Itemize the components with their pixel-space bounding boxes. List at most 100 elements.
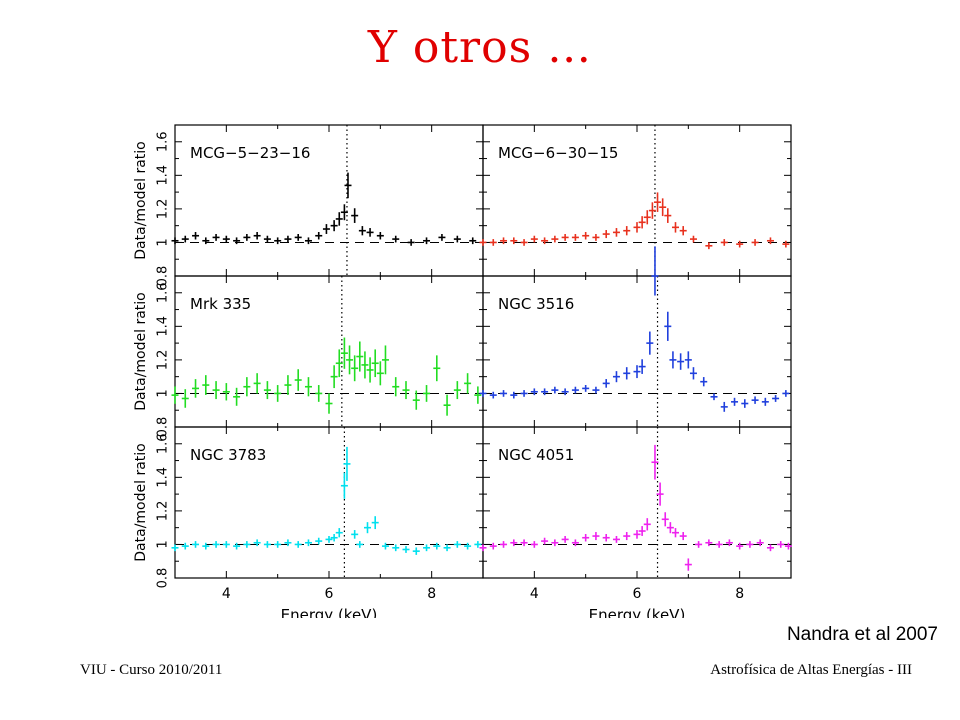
data-point [672,222,679,233]
data-point [510,237,518,245]
data-point [651,246,659,296]
data-point [344,172,352,199]
data-point [392,235,400,243]
data-point [171,544,179,552]
data-point [571,386,579,394]
data-point [561,388,569,396]
data-point [181,542,189,550]
y-tick-label: 1 [156,540,171,548]
data-point [479,544,487,552]
data-point [343,446,351,481]
y-tick-label: 0.8 [156,266,171,287]
data-point [366,357,374,383]
data-point [325,393,333,414]
data-point [340,204,348,221]
data-point [222,235,230,243]
data-point [746,541,754,548]
x-tick-label: 4 [222,586,231,602]
y-axis-label: Data/model ratio [133,292,149,410]
slide-title: Y otros … [367,22,593,73]
data-point [500,541,508,548]
data-point [212,233,220,241]
data-point [304,539,312,547]
data-point [192,379,200,398]
data-point [710,393,718,401]
data-point [551,539,559,547]
data-point [304,377,312,397]
data-point [479,390,487,397]
data-point [679,532,687,541]
data-point [340,472,348,499]
panel-5: NGC 3783 0.8 1 1.2 1.4 1.6 Data/model ratio 4 6 8… [133,426,484,618]
data-point [551,235,559,243]
data-point [171,237,179,245]
data-point [330,220,338,232]
data-point [381,542,389,550]
panel-label: NGC 3783 [190,446,266,464]
data-point [381,345,389,375]
y-tick-label: 1.6 [156,282,171,303]
data-point [171,386,179,404]
data-point [500,390,508,397]
data-point [582,384,590,392]
data-point [756,539,764,547]
data-point [582,232,590,240]
data-point [315,537,323,545]
panel-label: MCG−6−30−15 [498,144,618,162]
data-point [443,544,451,552]
data-point [438,233,446,241]
data-point [677,353,685,370]
data-point [661,512,669,527]
panel-2: MCG−6−30−15 [479,124,792,277]
data-point [474,541,482,548]
data-point [274,541,282,548]
data-point [412,547,420,555]
data-point [592,233,600,241]
data-point [351,530,359,539]
data-point [376,361,384,386]
y-tick-label: 1.6 [156,131,171,152]
data-point [340,337,348,369]
data-point [366,228,374,237]
panel-4: NGC 3516 [479,246,792,428]
data-point [530,388,538,396]
data-point [656,482,664,506]
data-point [669,351,677,369]
data-point [423,385,431,402]
data-point [263,235,271,243]
data-point [689,235,697,243]
data-point [402,546,410,553]
data-point [294,541,302,548]
data-point [489,542,497,550]
x-axis-label: Energy (keV) [589,606,686,618]
data-point [330,534,338,542]
data-point [284,539,292,547]
y-tick-label: 1.2 [156,199,171,220]
y-tick-label: 1.4 [156,467,171,488]
data-point [612,371,620,383]
data-point [464,542,472,550]
data-point [192,541,200,548]
data-point [561,535,569,543]
data-point [633,530,641,539]
data-point [392,377,400,397]
y-tick-label: 1.4 [156,165,171,186]
data-point [659,198,667,217]
data-point [361,351,369,379]
data-point [736,542,744,550]
y-tick-label: 1.6 [156,433,171,454]
data-point [212,381,220,400]
data-point [351,355,359,382]
data-point [510,539,518,547]
data-point [602,230,610,239]
data-point [720,239,728,246]
data-point [551,386,559,394]
panel-1: MCG−5−23−16 0.8 1 1.2 1.4 1.6 Data/model ratio [133,124,484,287]
data-point [243,541,251,548]
data-point [541,537,549,545]
data-point [602,379,610,388]
data-point [602,534,610,542]
y-tick-label: 1 [156,238,171,246]
panel-label: NGC 4051 [498,446,574,464]
data-point [633,222,641,233]
